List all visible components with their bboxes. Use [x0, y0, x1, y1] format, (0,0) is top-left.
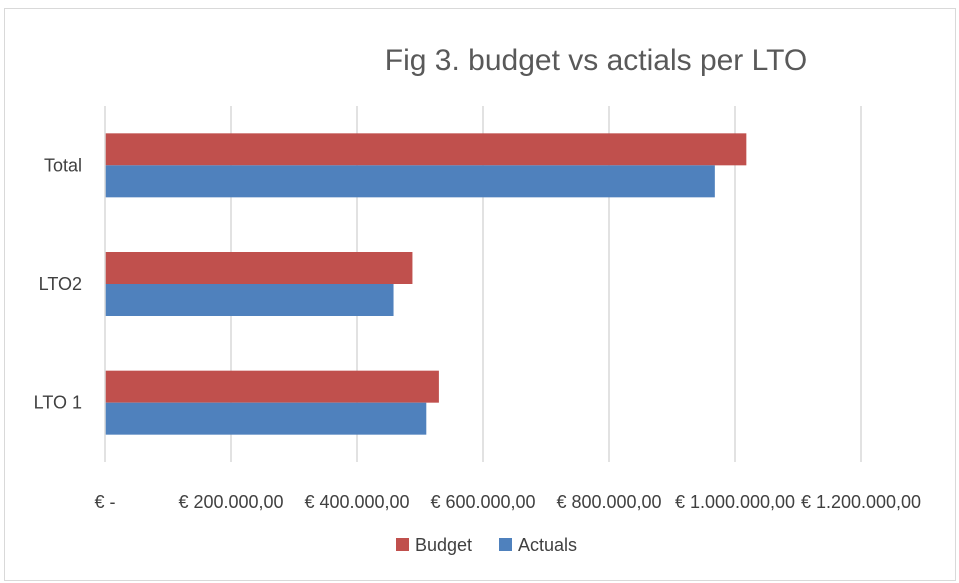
x-tick-label: € 200.000,00 [178, 492, 283, 512]
bar-budget [105, 370, 439, 403]
bars [105, 133, 747, 435]
bar-actuals [105, 165, 715, 198]
x-tick-label: € 400.000,00 [304, 492, 409, 512]
legend: Budget Actuals [396, 535, 577, 555]
category-label: Total [44, 155, 82, 175]
x-tick-label: € 1.000.000,00 [675, 492, 795, 512]
x-tick-label: € 600.000,00 [430, 492, 535, 512]
x-tick-label: € - [94, 492, 115, 512]
bar-budget [105, 133, 747, 166]
labels: € - € 200.000,00 € 400.000,00 € 600.000,00 €… [34, 155, 921, 512]
legend-swatch [396, 538, 409, 551]
bar-budget [105, 252, 413, 284]
category-label: LTO 1 [34, 393, 82, 413]
bar-actuals [105, 284, 394, 316]
x-tick-label: € 1.200.000,00 [801, 492, 921, 512]
x-tick-label: € 800.000,00 [556, 492, 661, 512]
legend-label: Actuals [518, 535, 577, 555]
chart-title: Fig 3. budget vs actials per LTO [385, 44, 807, 77]
legend-label: Budget [415, 535, 472, 555]
bar-actuals [105, 402, 427, 435]
category-label: LTO2 [39, 274, 82, 294]
legend-swatch [499, 538, 512, 551]
